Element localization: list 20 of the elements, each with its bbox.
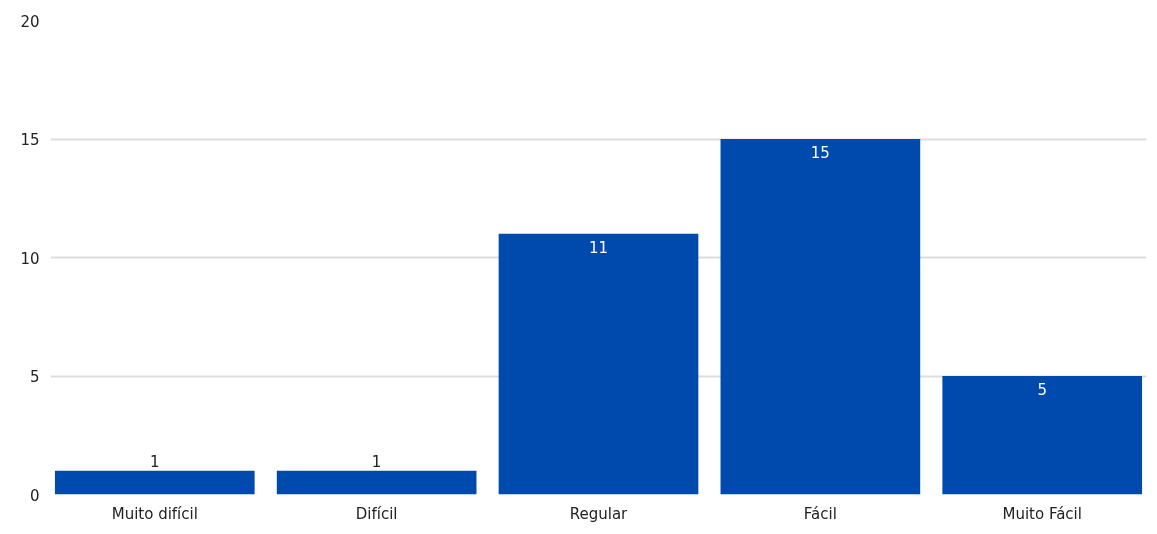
y-tick-label: 15: [20, 131, 40, 149]
bar: [276, 470, 477, 495]
bar: [498, 233, 699, 495]
y-tick-label: 5: [29, 368, 40, 386]
y-tick-label: 20: [20, 12, 40, 31]
bar: [942, 376, 1143, 495]
x-tick-label: Muito Fácil: [1002, 504, 1082, 523]
data-label: 1: [371, 453, 382, 472]
data-label: 1: [150, 453, 160, 472]
x-tick-label: Difícil: [355, 504, 398, 523]
bar: [720, 139, 921, 495]
x-tick-label: Regular: [569, 504, 629, 523]
y-tick-label: 0: [29, 486, 40, 505]
data-label: 5: [1037, 381, 1047, 400]
x-tick-label: Muito difícil: [111, 504, 198, 523]
data-label: 11: [588, 238, 609, 257]
data-label: 15: [810, 144, 830, 163]
y-tick-label: 10: [20, 249, 40, 268]
x-tick-label: Fácil: [803, 504, 837, 523]
bar: [54, 470, 255, 495]
